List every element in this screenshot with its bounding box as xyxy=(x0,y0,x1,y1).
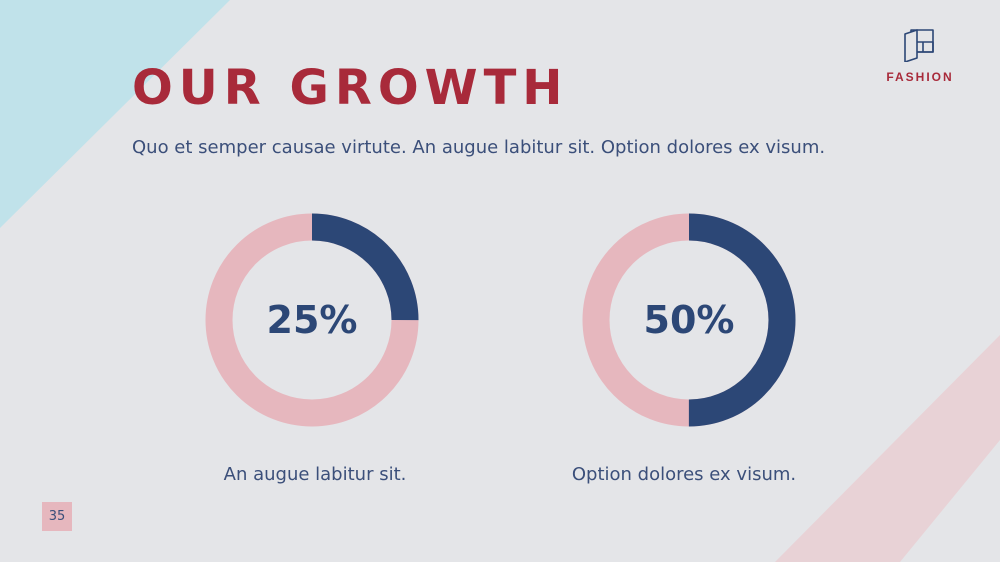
page-number: 35 xyxy=(42,502,72,531)
donut-value-label: 50% xyxy=(643,298,735,342)
donut-arc xyxy=(582,213,796,427)
book-icon xyxy=(904,29,934,62)
donut-arc xyxy=(205,213,419,427)
donut-caption-2: Option dolores ex visum. xyxy=(571,464,797,485)
decor-stripe-blue xyxy=(0,0,230,228)
donut-chart-1: 25% xyxy=(205,213,419,427)
donut-caption-1: An augue labitur sit. xyxy=(223,464,407,485)
slide-title: OUR GROWTH xyxy=(132,60,569,116)
decor-stripe-pink xyxy=(775,335,1000,562)
donut-value-label: 25% xyxy=(266,298,358,342)
logo-text: FASHION xyxy=(886,70,954,84)
brand-logo: FASHION xyxy=(872,28,968,84)
donut-chart-2: 50% xyxy=(582,213,796,427)
slide-subtitle: Quo et semper causae virtute. An augue l… xyxy=(132,137,826,158)
